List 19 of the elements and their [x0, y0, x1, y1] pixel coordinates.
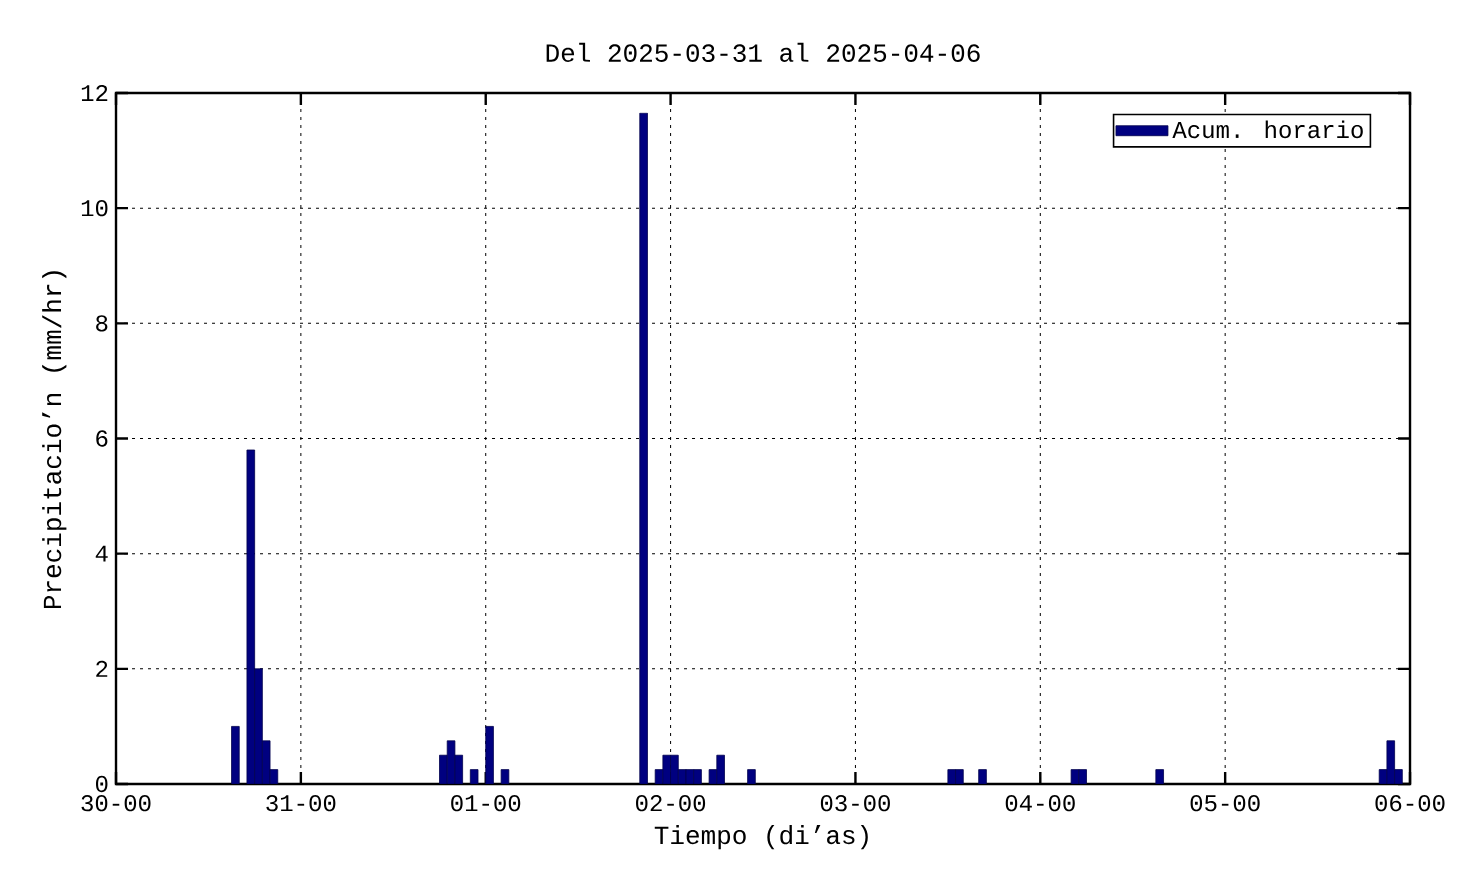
legend-label: Acum. horario	[1172, 120, 1363, 139]
x-tick-label: 04-00	[1005, 795, 1075, 812]
y-axis-title: Precipitacio’n (mm/hr)	[42, 271, 67, 609]
y-tick-label: 2	[96, 660, 108, 677]
y-tick-label: 8	[96, 315, 108, 332]
y-tick-label: 4	[95, 545, 108, 562]
x-tick-label: 03-00	[820, 795, 890, 812]
x-tick-label: 01-00	[451, 795, 521, 812]
y-tick-label: 12	[81, 84, 108, 102]
x-axis-title: Tiempo (di’as)	[654, 825, 868, 850]
y-tick-label: 6	[96, 430, 108, 447]
x-tick-label: 06-00	[1375, 795, 1445, 812]
chart-title: Del 2025-03-31 al 2025-04-06	[546, 42, 980, 62]
y-tick-label: 0	[95, 775, 108, 793]
x-tick-label: 31-00	[266, 795, 336, 812]
x-tick-label: 30-00	[81, 795, 151, 812]
x-tick-label: 05-00	[1190, 795, 1260, 812]
y-tick-label: 10	[81, 200, 108, 217]
x-tick-label: 02-00	[636, 795, 706, 812]
